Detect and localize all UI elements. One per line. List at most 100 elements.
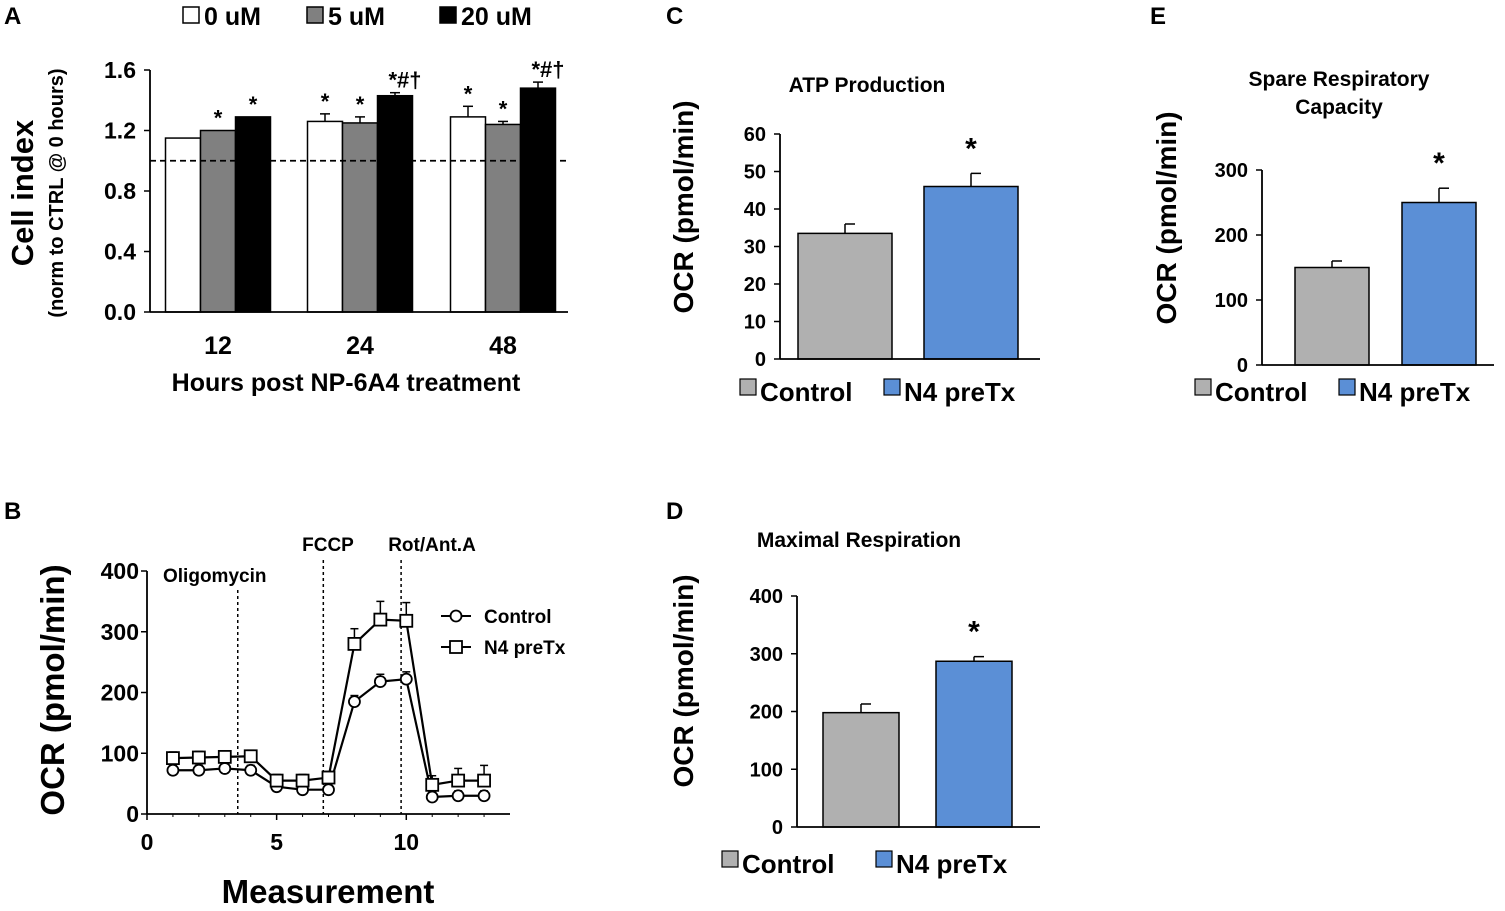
data-point: [166, 763, 180, 777]
legend-label: 5 uM: [328, 3, 385, 31]
panel-d-letter: D: [666, 498, 683, 525]
data-point: [192, 763, 206, 777]
legend-swatch: [739, 378, 757, 396]
legend-swatch: [721, 850, 739, 868]
x-axis-label: Measurement: [222, 873, 435, 910]
bar: [376, 94, 414, 313]
x-tick-label: 0: [141, 829, 154, 855]
x-axis-label: Hours post NP-6A4 treatment: [172, 369, 521, 397]
data-point: [321, 770, 336, 785]
chart-title: ATP Production: [789, 74, 946, 97]
y-tick-label: 40: [744, 199, 766, 221]
y-tick-label: 0: [772, 817, 783, 839]
y-tick-label: 50: [744, 162, 766, 184]
significance-marker: *: [356, 92, 365, 117]
legend-marker: [449, 640, 463, 654]
y-tick-label: 0.0: [104, 299, 136, 325]
y-tick-label: 60: [744, 124, 766, 146]
significance-marker: *: [968, 616, 980, 649]
data-point: [477, 789, 491, 803]
y-tick-label: 300: [750, 644, 783, 666]
panel-c-letter: C: [666, 3, 683, 30]
legend-swatch: [875, 850, 893, 868]
data-point: [399, 672, 413, 686]
data-point: [243, 749, 258, 764]
y-axis-label: Cell index: [5, 119, 40, 266]
data-point: [322, 783, 335, 797]
legend-label: 0 uM: [204, 3, 261, 31]
bar: [923, 185, 1019, 360]
panel-d-chart: Maximal Respiration 0 100 200 300 400 * Control…: [668, 529, 1040, 879]
legend-swatch: [182, 6, 200, 24]
legend-label: Control: [760, 377, 852, 407]
y-tick-label: 300: [1215, 160, 1248, 182]
data-point: [373, 612, 388, 627]
legend-label: N4 preTx: [484, 638, 566, 659]
y-axis-label: OCR (pmol/min): [668, 574, 699, 787]
x-tick-label: 12: [204, 332, 232, 360]
data-point: [399, 613, 414, 628]
significance-marker: *#†: [388, 68, 421, 93]
x-tick-label: 10: [393, 829, 419, 855]
significance-marker: *: [464, 81, 473, 106]
event-label: Rot/Ant.A: [388, 535, 476, 556]
legend-label: N4 preTx: [904, 377, 1016, 407]
y-tick-label: 1.6: [104, 57, 136, 83]
significance-marker: *: [965, 132, 977, 165]
data-point: [191, 750, 206, 765]
significance-marker: *: [1433, 147, 1445, 180]
data-point: [373, 675, 387, 688]
x-tick-label: 5: [270, 829, 283, 855]
legend-label: N4 preTx: [896, 849, 1008, 879]
y-tick-label: 1.2: [104, 118, 136, 144]
significance-marker: *: [214, 106, 223, 131]
y-tick-label: 100: [101, 740, 139, 766]
y-tick-label: 30: [744, 237, 766, 259]
y-tick-label: 0.4: [104, 239, 136, 265]
legend-swatch: [306, 6, 324, 24]
y-tick-label: 0.8: [104, 178, 136, 204]
legend-label: Control: [742, 849, 834, 879]
data-point: [244, 763, 258, 777]
bar: [449, 116, 487, 313]
y-tick-label: 0: [126, 801, 139, 827]
panel-e-letter: E: [1150, 3, 1166, 30]
y-tick-label: 0: [755, 349, 766, 371]
y-tick-label: 100: [1215, 290, 1248, 312]
panel-a-letter: A: [4, 3, 21, 30]
bar: [519, 87, 557, 313]
data-point: [166, 751, 180, 766]
data-point: [451, 773, 466, 788]
data-point: [218, 762, 232, 775]
y-tick-label: 400: [101, 558, 139, 584]
significance-marker: *: [249, 92, 258, 117]
data-point: [295, 773, 310, 788]
x-tick-label: 24: [346, 332, 374, 360]
y-tick-label: 20: [744, 274, 766, 296]
data-point: [348, 695, 361, 709]
panel-e-chart: Spare Respiratory Capacity 0 100 200 300 * Cont…: [1151, 68, 1494, 407]
chart-title-line: Capacity: [1295, 96, 1383, 119]
bar: [935, 660, 1013, 828]
x-tick-label: 48: [489, 332, 517, 360]
chart-title: Maximal Respiration: [757, 529, 961, 552]
bar: [164, 137, 202, 313]
significance-marker: *#†: [531, 57, 564, 82]
panel-b-chart: 0 100 200 300 400 0 5 10 Oligomycin FCCP Rot/Ant.A…: [34, 535, 566, 910]
chart-title-line: Spare Respiratory: [1249, 68, 1430, 91]
legend-label: N4 preTx: [1359, 377, 1471, 407]
y-tick-label: 200: [1215, 225, 1248, 247]
bar: [234, 116, 272, 313]
y-tick-label: 400: [750, 586, 783, 608]
data-point: [451, 789, 465, 803]
data-point: [425, 790, 439, 804]
data-point: [269, 773, 284, 788]
y-axis-label: OCR (pmol/min): [34, 564, 71, 815]
bar: [797, 232, 893, 360]
y-tick-label: 10: [744, 312, 766, 334]
data-point: [425, 777, 440, 792]
data-point: [347, 637, 362, 651]
panel-b-letter: B: [4, 498, 21, 525]
y-tick-label: 0: [1237, 355, 1248, 377]
